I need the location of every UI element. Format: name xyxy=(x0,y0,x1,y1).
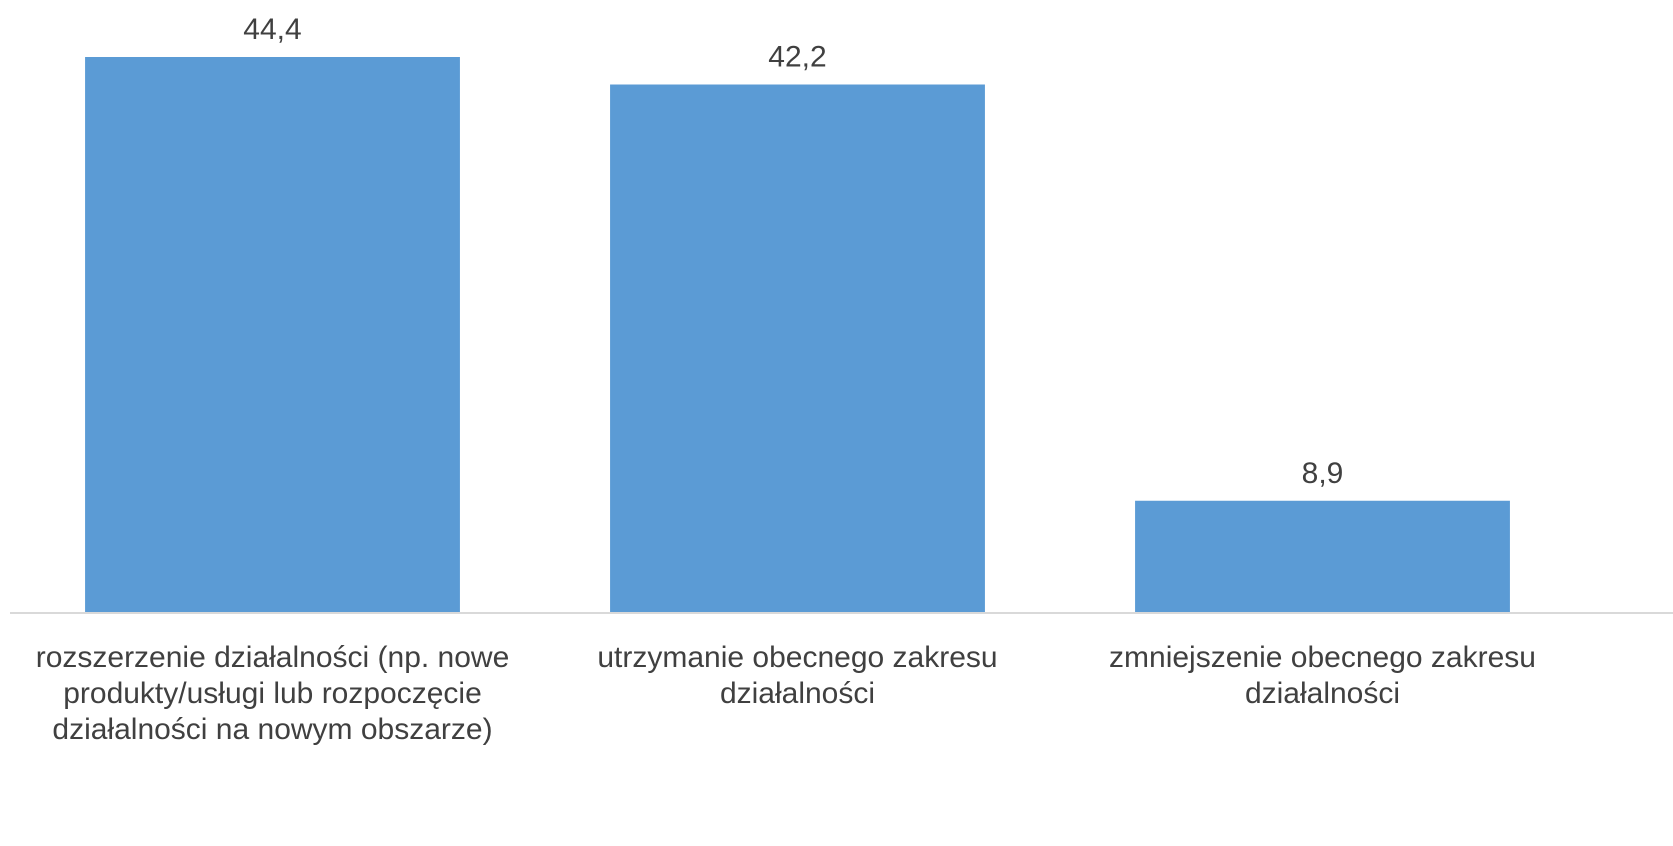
x-tick-label: utrzymanie obecnego zakresu działalności xyxy=(597,641,998,710)
x-tick-label: rozszerzenie działalności (np. nowe prod… xyxy=(35,641,510,746)
value-label: 42,2 xyxy=(768,41,826,74)
value-label: 8,9 xyxy=(1302,457,1344,490)
x-tick-label: zmniejszenie obecnego zakresu działalnoś… xyxy=(1109,641,1536,710)
bar xyxy=(610,84,985,612)
value-label: 44,4 xyxy=(243,13,301,46)
bar xyxy=(85,57,460,612)
bar xyxy=(1135,500,1510,612)
